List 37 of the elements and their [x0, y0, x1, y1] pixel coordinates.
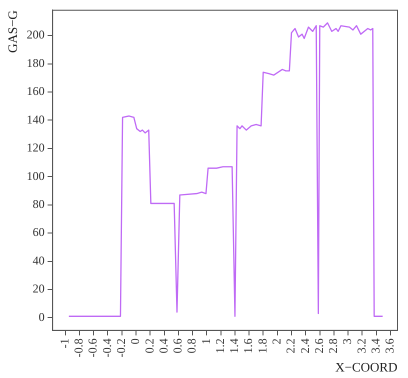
y-tick-label: 40 — [32, 253, 45, 268]
x-tick-label: 3.2 — [354, 338, 368, 354]
x-tick-label: -0.6 — [86, 338, 100, 358]
y-tick-label: 160 — [26, 84, 45, 98]
y-tick-label: 0 — [38, 310, 45, 324]
x-tick-label: 0.6 — [170, 338, 185, 354]
y-axis-title: GAS−G — [5, 10, 20, 53]
x-tick-label: 1.4 — [227, 338, 242, 354]
x-tick-label: 3 — [340, 338, 354, 344]
x-tick-label: -0.8 — [72, 338, 86, 358]
x-tick-label: 2.2 — [284, 338, 298, 354]
x-tick-label: -0.4 — [100, 338, 114, 358]
x-tick-label: 2.8 — [326, 338, 340, 354]
x-tick-label: 2 — [270, 338, 284, 344]
y-tick-label: 80 — [32, 197, 45, 212]
x-axis-title: X−COORD — [335, 360, 398, 375]
x-tick-label: 2.6 — [312, 338, 326, 354]
x-tick-label: 1.2 — [212, 338, 227, 354]
y-tick-label: 140 — [26, 112, 45, 126]
y-tick-label: 100 — [26, 168, 45, 183]
x-tick-label: 0.8 — [184, 338, 199, 354]
x-tick-label: 0.2 — [142, 338, 156, 354]
y-tick-label: 20 — [32, 282, 45, 296]
x-tick-label: 1.6 — [241, 338, 256, 354]
y-tick-label: 60 — [32, 225, 45, 240]
x-tick-label: 3.4 — [368, 338, 382, 354]
x-tick-label: 0.4 — [156, 338, 170, 354]
x-tick-label: 0 — [128, 338, 142, 344]
y-tick-label: 180 — [26, 56, 45, 70]
x-tick-label: -1 — [57, 338, 72, 348]
x-tick-label: 3.6 — [382, 338, 397, 354]
x-tick-label: 2.4 — [298, 338, 312, 354]
x-tick-label: 1 — [198, 338, 213, 344]
x-tick-label: 1.8 — [255, 338, 270, 354]
y-tick-label: 200 — [26, 28, 45, 42]
x-tick-label: -0.2 — [114, 338, 128, 358]
y-tick-label: 120 — [26, 140, 45, 155]
